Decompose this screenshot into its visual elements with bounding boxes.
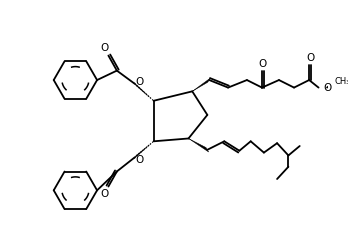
Text: O: O — [135, 77, 144, 87]
Text: O: O — [101, 189, 109, 199]
Polygon shape — [192, 78, 211, 91]
Text: O: O — [259, 59, 267, 69]
Text: O: O — [101, 43, 109, 53]
Text: O: O — [323, 83, 332, 93]
Text: O: O — [135, 155, 144, 165]
Text: O: O — [306, 53, 314, 63]
Text: CH₃: CH₃ — [334, 77, 348, 86]
Polygon shape — [189, 138, 209, 152]
